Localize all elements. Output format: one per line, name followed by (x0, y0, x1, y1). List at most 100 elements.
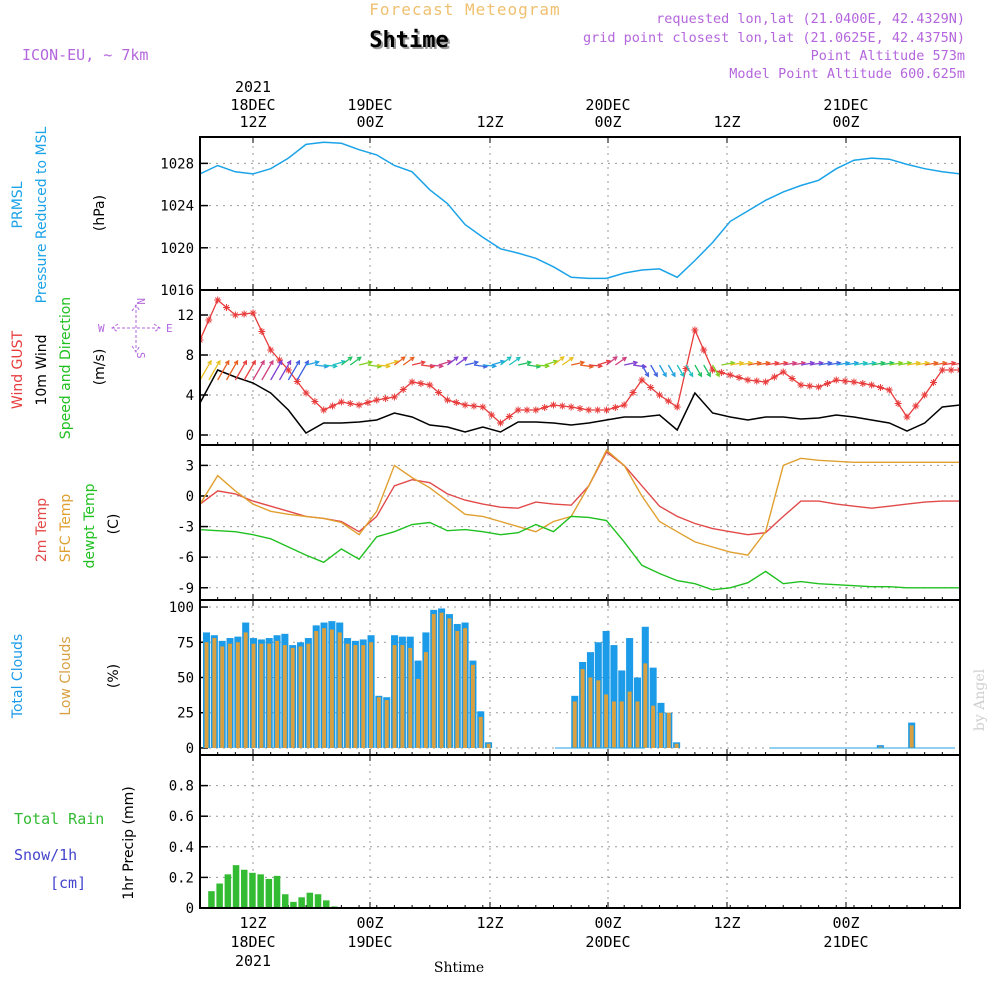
wind-arrow (385, 360, 399, 366)
gust-marker (815, 383, 823, 391)
wind-arrow-head (356, 356, 362, 362)
ytick-label-temperature: 0 (186, 489, 194, 505)
bar-low-clouds (604, 694, 609, 748)
wind-plot (201, 296, 959, 434)
wind-arrow (305, 361, 319, 366)
precip-rain-label: Total Rain (14, 810, 104, 828)
gust-marker (921, 391, 929, 399)
top-tick-hour: 00Z (356, 113, 383, 131)
clouds-unit: (%) (106, 664, 122, 688)
wind-arrow (685, 364, 694, 377)
wind-arrow (252, 360, 265, 381)
wind-arrow (730, 362, 744, 366)
gust-marker (929, 379, 937, 386)
temp-2m-line (201, 451, 959, 536)
ytick-label-clouds: 50 (177, 671, 194, 687)
bar-rain (331, 906, 338, 907)
gust-marker (461, 401, 469, 409)
wind-arrow (544, 360, 558, 366)
wind-arrow (889, 362, 903, 366)
ytick-label-wind: 12 (177, 308, 194, 324)
wind-arrow-head (506, 356, 512, 361)
wind-arrow-head (462, 356, 468, 362)
precip-axis-label: 1hr Precip (mm) (121, 786, 137, 899)
wind-arrow (658, 364, 667, 377)
wind-arrow-head (579, 360, 586, 366)
pressure-label-1: PRMSL (10, 181, 26, 228)
wind-arrow (827, 362, 841, 366)
top-tick-hour: 00Z (594, 113, 621, 131)
gust-marker (231, 311, 239, 319)
panel-frame-pressure (199, 136, 961, 291)
wind-arrow (862, 362, 876, 366)
panel-frame-precipitation (199, 754, 961, 909)
gust-marker (452, 399, 460, 406)
wind-arrow (429, 364, 443, 367)
wind-sd-label: Speed and Direction (58, 297, 74, 439)
gust-marker (214, 296, 222, 304)
bar-low-clouds (596, 680, 601, 748)
wind-arrow-head (224, 359, 230, 365)
gust-marker (744, 376, 752, 384)
gust-marker (832, 376, 840, 384)
wind-arrow-head (286, 359, 292, 365)
wind-arrow (208, 360, 221, 381)
bar-rain (282, 894, 289, 907)
bar-total-clouds (610, 645, 618, 748)
gust-marker (355, 401, 363, 409)
wind-arrow-head (409, 356, 415, 362)
bar-rain (265, 878, 273, 907)
bar-low-clouds (267, 643, 272, 748)
bar-low-clouds (423, 652, 428, 748)
gust-marker (284, 366, 292, 374)
temp-unit: (C) (106, 514, 122, 535)
bar-low-clouds (298, 646, 303, 748)
bar-low-clouds (878, 746, 883, 748)
top-tick-hour: 12Z (713, 113, 740, 131)
wind-arrow-head (612, 356, 618, 361)
clouds-low-label: Low Clouds (58, 636, 74, 715)
wind-arrow (738, 362, 752, 366)
wind-arrow (632, 364, 646, 368)
wind-arrow (676, 364, 685, 377)
ytick-label-precipitation: 0 (186, 901, 194, 917)
gust-marker (735, 374, 743, 381)
bar-low-clouds (400, 645, 405, 748)
bar-rain (298, 897, 305, 907)
bar-low-clouds (635, 701, 640, 748)
wind-arrow (447, 356, 459, 366)
bar-low-clouds (455, 631, 460, 748)
gust-marker (938, 366, 946, 374)
ytick-label-clouds: 0 (186, 741, 194, 757)
bar-low-clouds (212, 638, 217, 748)
wind-arrow (898, 362, 912, 366)
bar-low-clouds (243, 632, 248, 748)
wind-arrow (217, 360, 230, 381)
wind-arrow (853, 362, 867, 366)
wind-arrow-head (242, 359, 248, 365)
wind-arrow (694, 364, 702, 377)
wind-arrow (402, 356, 415, 366)
gust-marker (859, 380, 867, 387)
compass-n: N (134, 298, 147, 305)
bar-rain (208, 891, 215, 907)
station-shadow: Shtime (371, 30, 450, 55)
bar-low-clouds (416, 678, 421, 748)
wind-arrow (836, 362, 850, 366)
wind-arrow (358, 361, 372, 366)
gust-marker (576, 405, 584, 412)
bar-low-clouds (659, 712, 663, 748)
wind-arrow (420, 364, 434, 368)
bar-low-clouds (463, 628, 468, 748)
gust-marker (709, 366, 717, 374)
wind-10m-label: 10m Wind (34, 334, 50, 405)
wind-arrow (800, 362, 814, 366)
wind-arrow-head (367, 360, 374, 366)
wind-arrow-head (295, 359, 301, 365)
gust-marker (426, 381, 434, 389)
bar-rain (306, 892, 314, 907)
wind-arrow-head (653, 372, 658, 378)
wind-arrow (588, 364, 602, 367)
gust-marker (620, 401, 628, 409)
